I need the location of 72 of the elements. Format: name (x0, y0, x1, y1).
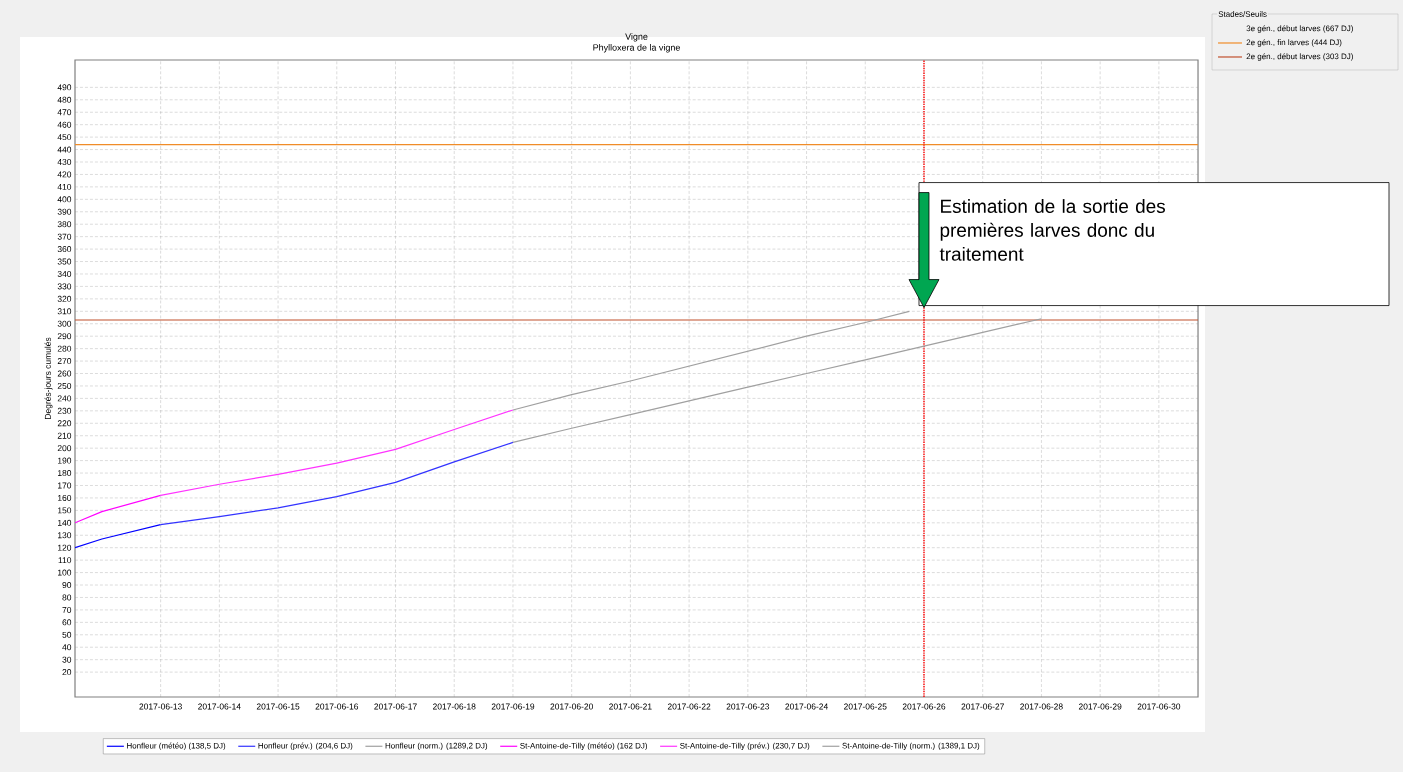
y-tick-label: 160 (57, 494, 72, 501)
y-tick-label: 440 (57, 146, 72, 153)
y-tick-label: 430 (57, 159, 72, 165)
y-tick-label: 350 (57, 258, 72, 265)
x-tick-label: 2017-06-20 (550, 703, 593, 710)
y-tick-label: 170 (57, 482, 72, 489)
y-tick-label: 270 (57, 358, 72, 365)
y-tick-label: 260 (57, 370, 72, 377)
y-tick-label: 240 (57, 395, 72, 402)
y-tick-label: 120 (57, 544, 72, 551)
x-tick-label: 2017-06-13 (139, 703, 182, 710)
y-tick-label: 80 (62, 594, 72, 601)
y-tick-label: 460 (57, 121, 72, 128)
y-tick-label: 190 (57, 457, 72, 464)
y-tick-label: 110 (58, 557, 72, 564)
y-tick-label: 70 (62, 606, 72, 613)
x-tick-label: 2017-06-19 (491, 703, 535, 710)
x-tick-label: 2017-06-21 (609, 703, 652, 710)
x-tick-label: 2017-06-18 (433, 703, 476, 710)
x-tick-label: 2017-06-26 (902, 703, 946, 710)
x-tick-label: 2017-06-15 (256, 703, 300, 710)
y-tick-label: 200 (57, 445, 72, 452)
x-tick-label: 2017-06-14 (198, 703, 241, 710)
y-tick-label: 410 (57, 183, 72, 190)
y-tick-label: 150 (57, 507, 72, 514)
x-tick-label: 2017-06-17 (374, 703, 417, 710)
y-tick-label: 230 (57, 407, 72, 414)
line-series (160, 441, 514, 526)
y-tick-label: 360 (57, 246, 72, 253)
y-tick-label: 180 (57, 470, 72, 477)
y-tick-label: 50 (62, 631, 72, 638)
y-tick-label: 450 (57, 134, 72, 141)
y-tick-label: 400 (57, 196, 72, 203)
y-tick-label: 370 (57, 233, 72, 240)
y-tick-label: 380 (57, 221, 72, 228)
y-tick-label: 210 (57, 432, 72, 439)
y-tick-label: 140 (57, 519, 72, 526)
y-tick-label: 310 (57, 308, 72, 315)
line-series (160, 409, 514, 497)
y-tick-label: 290 (57, 333, 72, 340)
y-tick-label: 420 (57, 171, 72, 178)
y-tick-label: 20 (62, 669, 72, 676)
y-axis-title: Degrés-jours cumulés (44, 337, 53, 419)
y-tick-label: 340 (57, 270, 72, 277)
y-tick-label: 480 (57, 96, 72, 103)
y-tick-label: 30 (62, 656, 72, 663)
x-tick-label: 2017-06-22 (667, 703, 711, 710)
chart-title: Vigne (625, 33, 648, 42)
y-tick-label: 250 (57, 382, 72, 389)
x-tick-label: 2017-06-25 (844, 703, 887, 710)
y-tick-label: 90 (62, 582, 72, 589)
chart-subtitle: Phylloxera de la vigne (593, 44, 680, 53)
x-tick-label: 2017-06-29 (1078, 703, 1122, 710)
x-tick-label: 2017-06-16 (315, 703, 359, 710)
y-tick-label: 40 (62, 644, 72, 651)
y-tick-label: 60 (62, 619, 72, 626)
y-tick-label: 330 (57, 283, 72, 290)
y-tick-label: 220 (57, 420, 72, 427)
y-tick-label: 470 (57, 109, 72, 116)
annotation: Estimation de la sortie des premières larves donc du traitement (939, 199, 1165, 261)
x-tick-label: 2017-06-24 (785, 703, 828, 710)
x-tick-label: 2017-06-30 (1137, 703, 1181, 710)
y-tick-label: 390 (57, 208, 72, 215)
x-tick-label: 2017-06-23 (726, 703, 770, 710)
x-tick-label: 2017-06-28 (1020, 703, 1063, 710)
y-tick-label: 130 (57, 532, 72, 539)
y-tick-label: 320 (57, 295, 72, 302)
y-tick-label: 100 (57, 569, 72, 576)
y-tick-label: 300 (57, 320, 72, 327)
y-tick-label: 490 (57, 84, 72, 91)
y-tick-label: 280 (57, 345, 72, 352)
x-tick-label: 2017-06-27 (961, 703, 1004, 710)
